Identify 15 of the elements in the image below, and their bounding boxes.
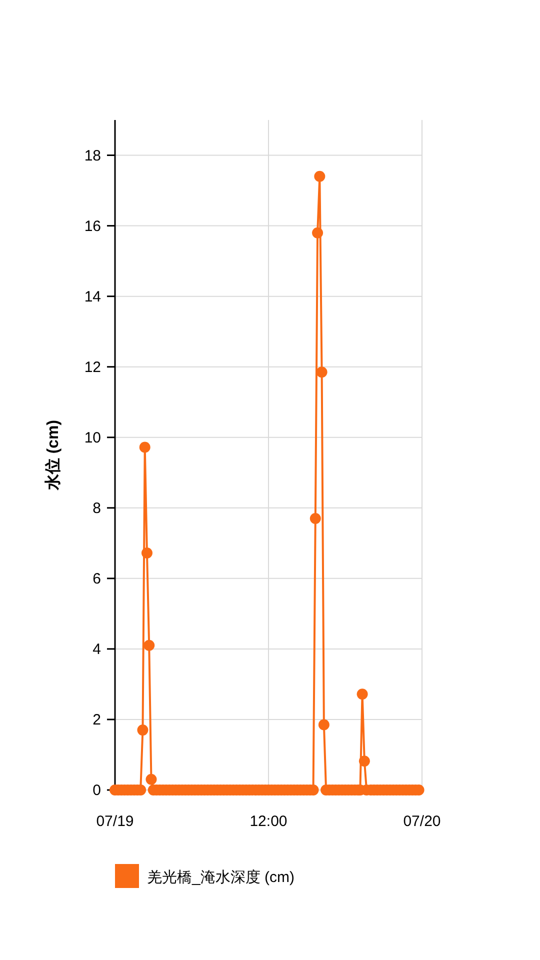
y-tick-label: 2: [92, 711, 101, 728]
y-tick-label: 10: [84, 429, 101, 446]
x-tick-label: 07/19: [96, 813, 134, 830]
y-tick-label: 16: [84, 218, 101, 235]
y-axis-title: 水位 (cm): [44, 420, 62, 492]
y-tick-label: 14: [84, 288, 101, 306]
x-tick-label: 07/20: [403, 813, 441, 830]
y-tick-label: 4: [92, 640, 101, 658]
y-tick-label: 0: [92, 782, 101, 799]
y-tick-label: 12: [84, 358, 101, 376]
y-tick-label: 8: [92, 500, 101, 517]
y-tick-label: 6: [92, 570, 101, 588]
legend-label: 羌光橋_淹水深度 (cm): [147, 869, 294, 886]
y-tick-label: 18: [84, 147, 101, 164]
x-tick-label: 12:00: [250, 813, 288, 830]
